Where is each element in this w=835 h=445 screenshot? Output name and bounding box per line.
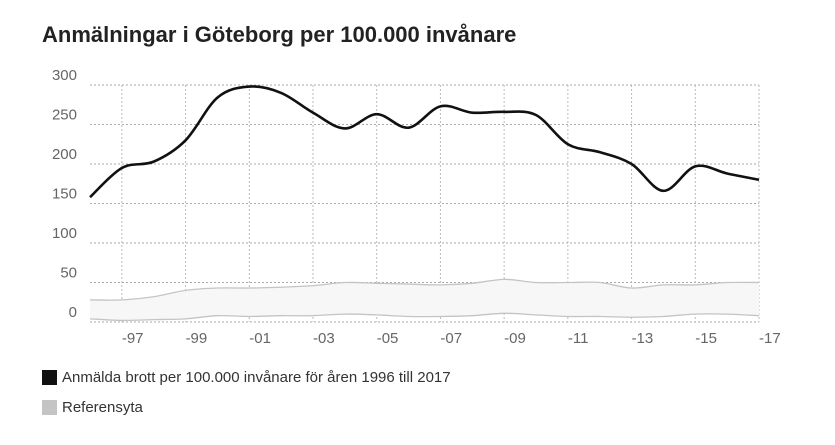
- x-tick-label: -15: [695, 330, 717, 347]
- x-tick-label: -17: [759, 330, 781, 347]
- reference-band: [90, 279, 759, 321]
- legend-swatch: [42, 400, 57, 415]
- legend-label: Referensyta: [62, 399, 143, 416]
- y-tick-label: 100: [52, 225, 77, 242]
- x-tick-label: -09: [504, 330, 526, 347]
- y-tick-label: 50: [60, 265, 77, 282]
- x-tick-label: -13: [632, 330, 654, 347]
- chart-title: Anmälningar i Göteborg per 100.000 invån…: [42, 22, 517, 47]
- x-tick-label: -07: [440, 330, 462, 347]
- x-tick-label: -11: [568, 330, 589, 347]
- reference-upper-line: [89, 278, 760, 301]
- legend-item-main: Anmälda brott per 100.000 invånare för å…: [42, 369, 451, 386]
- reference-lower-line: [89, 312, 760, 322]
- y-tick-label: 150: [52, 186, 77, 203]
- main-series-line: [89, 85, 760, 199]
- y-tick-label: 0: [69, 304, 77, 321]
- legend-label: Anmälda brott per 100.000 invånare för å…: [62, 369, 451, 386]
- x-tick-label: -99: [186, 330, 208, 347]
- x-tick-label: -03: [313, 330, 335, 347]
- y-tick-label: 300: [52, 67, 77, 84]
- x-tick-label: -01: [249, 330, 271, 347]
- y-tick-label: 250: [52, 107, 77, 124]
- legend-swatch: [42, 370, 57, 385]
- x-tick-label: -97: [122, 330, 144, 347]
- y-tick-label: 200: [52, 146, 77, 163]
- x-tick-label: -05: [377, 330, 399, 347]
- legend-item-reference: Referensyta: [42, 399, 143, 416]
